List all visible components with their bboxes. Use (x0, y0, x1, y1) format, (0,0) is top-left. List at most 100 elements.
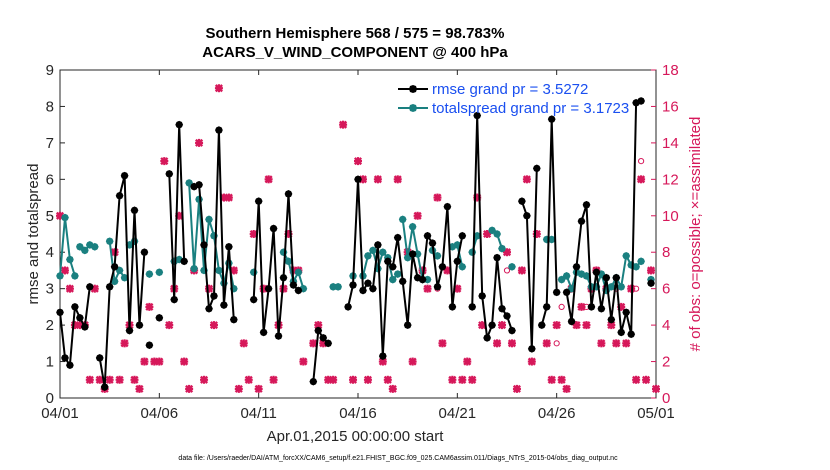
obs-assimilated-marker (408, 357, 417, 366)
y-axis-right: 0 2 4 6 8 10 12 14 16 18 (662, 62, 679, 407)
totalspread-line-segment (59, 216, 76, 277)
rmse-point (637, 97, 645, 105)
obs-assimilated-marker (393, 175, 402, 184)
rmse-line-segment (565, 100, 642, 336)
obs-assimilated-marker (542, 339, 551, 348)
rmse-point (418, 275, 427, 284)
obs-assimilated-marker (130, 375, 139, 384)
obs-assimilated-marker (607, 321, 616, 330)
totalspread-point (369, 246, 377, 255)
rmse-point (76, 313, 84, 322)
legend-spread-label: totalspread grand pr = 3.1723 (432, 100, 629, 117)
totalspread-point (508, 262, 516, 271)
rmse-point (567, 317, 576, 326)
rmse-point (269, 224, 278, 233)
totalspread-point (71, 272, 79, 280)
obs-assimilated-marker (60, 266, 70, 275)
rmse-point (508, 326, 516, 335)
rmse-point (483, 334, 491, 342)
rmse-point (115, 191, 124, 200)
obs-assimilated-marker (348, 375, 358, 384)
y-right-tick-label: 12 (662, 171, 679, 188)
rmse-point (408, 250, 417, 258)
rmse-series (56, 97, 655, 391)
rmse-point (314, 326, 323, 335)
y-tick-label: 7 (46, 135, 54, 152)
legend-rmse-label: rmse grand pr = 3.5272 (432, 81, 588, 98)
rmse-point (294, 286, 303, 295)
rmse-point (547, 115, 556, 124)
rmse-point (100, 383, 109, 391)
y-axis-label-left: rmse and totalspread (25, 164, 42, 305)
totalspread-point (617, 282, 626, 291)
rmse-point (577, 217, 586, 226)
rmse-point (458, 231, 467, 240)
y-tick-label: 3 (46, 281, 54, 298)
obs-assimilated-marker (562, 384, 571, 393)
y-right-tick-label: 0 (662, 390, 670, 407)
rmse-point (423, 231, 432, 240)
y-right-tick-label: 2 (662, 354, 670, 371)
obs-possible-marker (558, 303, 565, 310)
y-right-tick-label: 10 (662, 208, 679, 225)
totalspread-point (185, 179, 193, 187)
rmse-point (215, 126, 223, 134)
totalspread-point (105, 237, 114, 246)
rmse-point (537, 321, 546, 329)
obs-assimilated-marker (185, 384, 194, 393)
rmse-point (195, 180, 203, 189)
rmse-point (403, 321, 412, 329)
x-axis-label: Apr.01,2015 00:00:00 start (267, 428, 445, 445)
totalspread-point (468, 248, 477, 257)
obs-possible-marker (553, 340, 560, 347)
rmse-point (145, 341, 154, 350)
totalspread-point (334, 282, 342, 291)
rmse-point (284, 190, 293, 198)
rmse-point (259, 328, 268, 337)
obs-assimilated-marker (209, 321, 219, 330)
rmse-point (125, 326, 134, 335)
chart-title-line2: ACARS_V_WIND_COMPONENT @ 400 hPa (202, 44, 508, 61)
y-right-tick-label: 8 (662, 244, 670, 261)
obs-assimilated-marker (646, 266, 656, 275)
tick-marks (59, 69, 657, 399)
obs-possible-marker (503, 267, 511, 274)
rmse-point (592, 268, 601, 277)
rmse-point (66, 361, 74, 370)
obs-assimilated-marker (413, 211, 422, 220)
y-right-tick-label: 18 (662, 62, 679, 79)
totalspread-point (562, 272, 571, 280)
rmse-point (85, 282, 94, 291)
obs-possible-marker (638, 158, 645, 165)
obs-assimilated-marker (651, 384, 661, 393)
y-tick-label: 5 (46, 208, 54, 225)
rmse-point (229, 315, 238, 324)
totalspread-point (458, 262, 467, 271)
obs-assimilated-marker (339, 120, 348, 129)
obs-assimilated-marker (249, 229, 258, 239)
obs-assimilated-marker (517, 266, 526, 275)
rmse-point (135, 321, 144, 329)
y-right-tick-label: 6 (662, 281, 670, 298)
rmse-point (647, 279, 655, 288)
rmse-line-segment (168, 123, 186, 301)
rmse-point (468, 303, 477, 311)
rmse-point (393, 233, 402, 242)
obs-assimilated-marker (195, 138, 204, 147)
rmse-point (110, 262, 119, 271)
y-axis-label-right: # of obs: o=possible; ×=assimilated (687, 117, 704, 352)
rmse-point (364, 279, 372, 288)
x-tick-label: 04/01 (41, 405, 79, 422)
chart-title-line1: Southern Hemisphere 568 / 575 = 98.783% (206, 25, 505, 42)
rmse-point (249, 295, 258, 304)
rmse-point (210, 292, 218, 300)
rmse-point (443, 202, 452, 211)
obs-assimilated-marker (512, 384, 521, 393)
legend-rmse-marker (409, 85, 417, 93)
totalspread-point (364, 252, 372, 260)
rmse-point (175, 120, 184, 129)
rmse-point (448, 303, 457, 311)
obs-assimilated-marker (468, 375, 477, 384)
x-tick-label: 04/16 (339, 405, 377, 422)
rmse-point (503, 312, 511, 320)
